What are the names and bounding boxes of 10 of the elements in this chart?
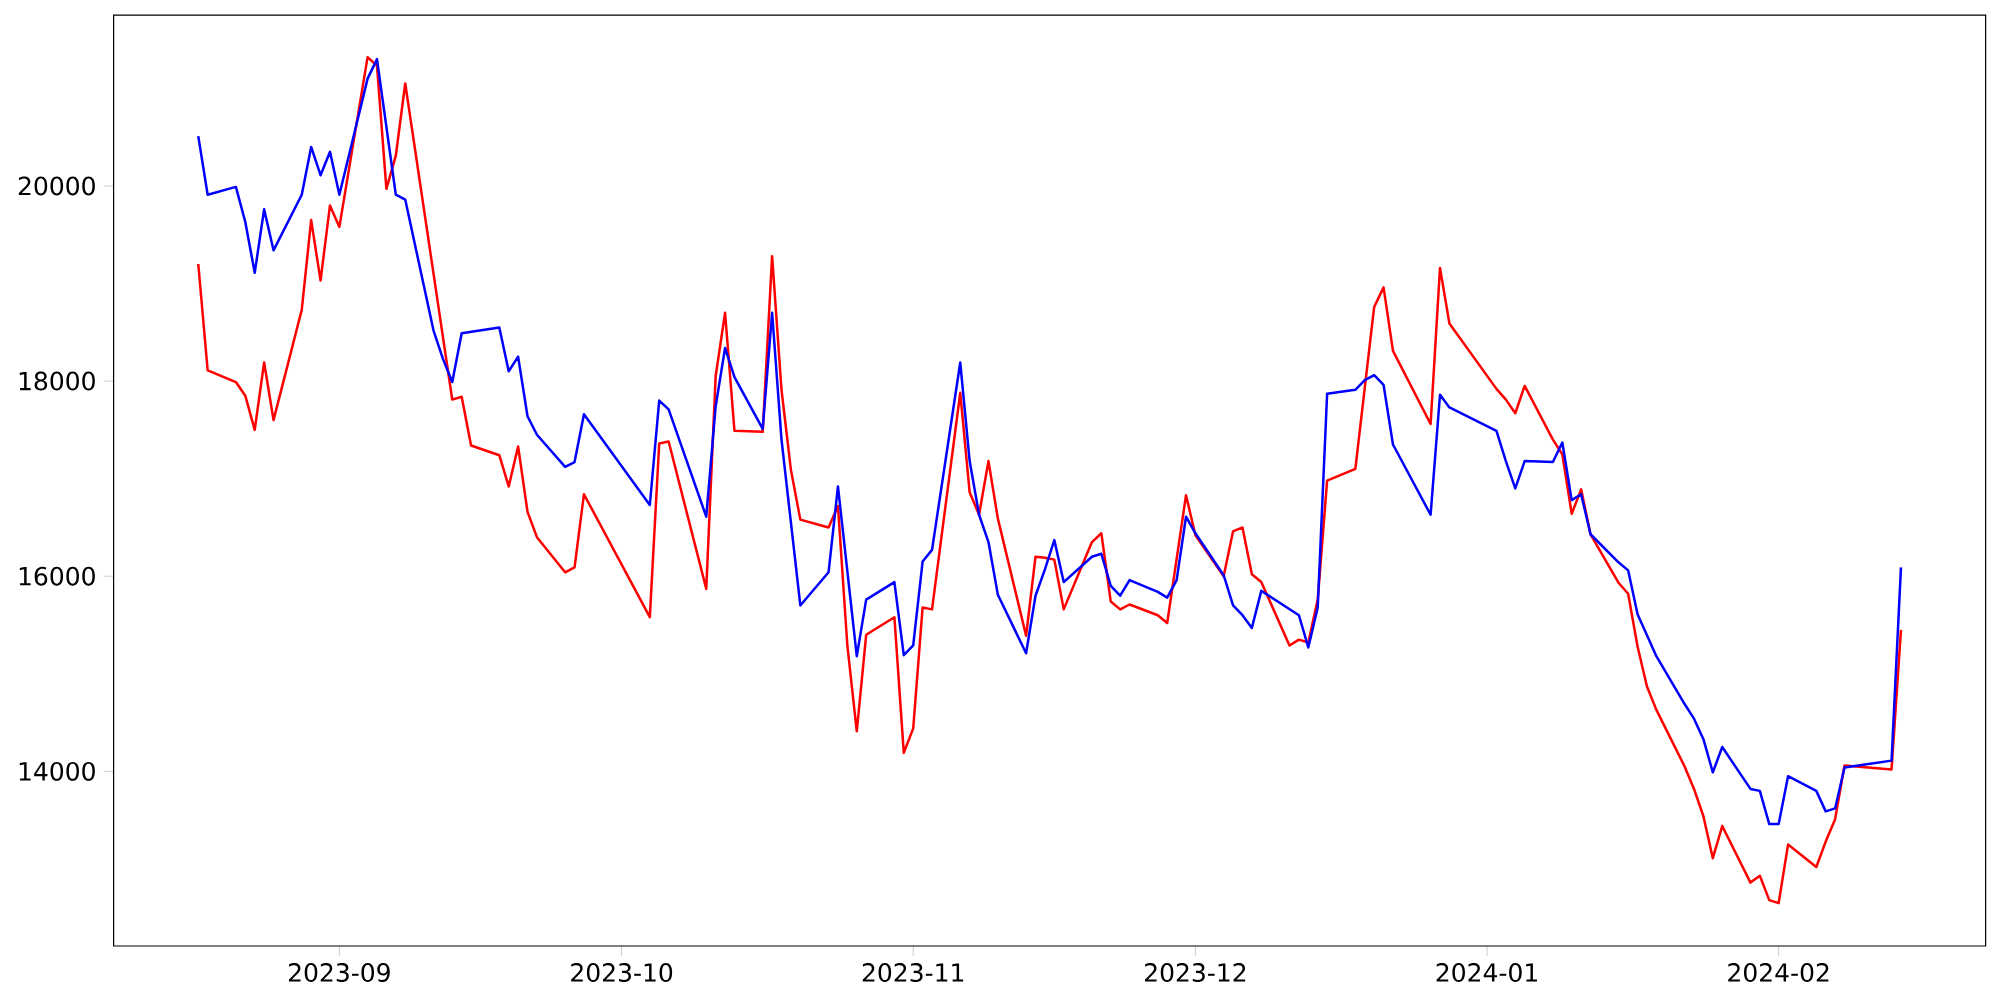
x-tick-label: 2024-02 bbox=[1728, 963, 1829, 982]
y-tick-label: 16000 bbox=[19, 566, 95, 586]
x-tick-label: 2023-12 bbox=[1145, 963, 1246, 982]
y-tick-label: 18000 bbox=[19, 371, 95, 391]
x-tick-label: 2023-10 bbox=[571, 963, 673, 982]
y-tick-label: 20000 bbox=[18, 176, 95, 196]
y-tick-label: 14000 bbox=[19, 761, 95, 781]
x-tick-label: 2023-11 bbox=[862, 963, 964, 982]
x-tick-label: 2024-01 bbox=[1436, 963, 1537, 982]
x-tick-label: 2023-09 bbox=[288, 963, 390, 982]
